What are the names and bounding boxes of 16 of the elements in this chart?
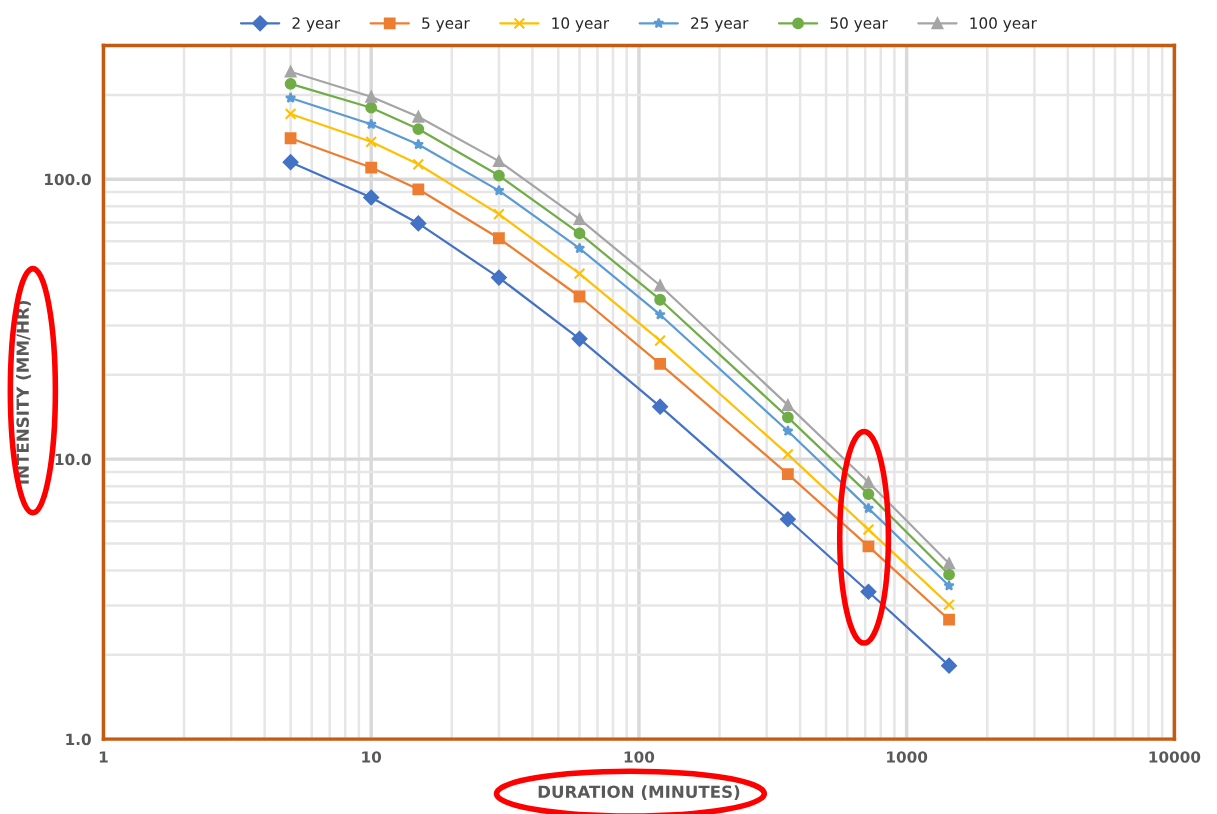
legend-label: 2 year [292, 17, 341, 32]
legend-label: 10 year [552, 17, 610, 32]
legend-label: 5 year [422, 17, 470, 32]
y-tick-label: 1.0 [66, 733, 91, 746]
x-tick-label: 1000 [887, 751, 928, 763]
y-tick-label: 100.0 [45, 173, 91, 186]
x-tick-label: 10 [362, 751, 382, 763]
y-tick-label: 10.0 [55, 453, 91, 466]
legend-label: 50 year [830, 17, 888, 32]
x-axis-title: DURATION (MINUTES) [538, 785, 740, 801]
legend-label: 100 year [970, 17, 1037, 32]
legend-label: 25 year [691, 17, 749, 32]
y-axis-title: INTENSITY (MM/HR) [16, 300, 31, 484]
x-tick-label: 100 [624, 751, 655, 763]
x-tick-label: 1 [99, 751, 108, 763]
x-tick-label: 10000 [1149, 751, 1201, 763]
